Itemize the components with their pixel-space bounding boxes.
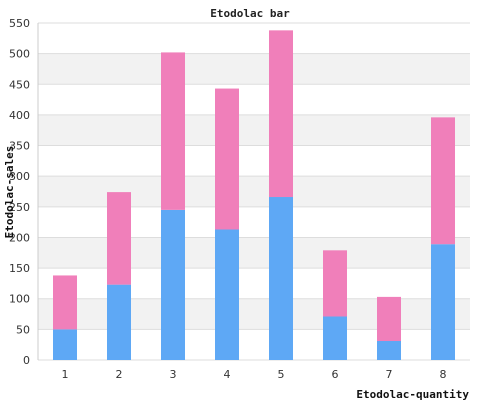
bar-segment [431, 244, 455, 360]
bar-segment [323, 316, 347, 360]
bar-segment [107, 192, 131, 285]
x-tick-label: 1 [62, 368, 69, 381]
bar-segment [161, 209, 185, 360]
y-tick-label: 550 [9, 17, 30, 30]
y-tick-label: 100 [9, 293, 30, 306]
bar-segment [377, 296, 401, 342]
bar-segment [269, 197, 293, 360]
grid-band [38, 176, 470, 207]
y-tick-label: 50 [16, 323, 30, 336]
grid-band [38, 145, 470, 177]
x-tick-label: 2 [116, 368, 123, 381]
x-tick-label: 3 [170, 368, 177, 381]
y-tick-label: 450 [9, 78, 30, 91]
grid-band [38, 84, 470, 115]
x-tick-label: 6 [332, 368, 339, 381]
bar-segment [215, 88, 239, 230]
bar-segment [161, 52, 185, 210]
bar-segment [377, 341, 401, 360]
x-tick-labels: 1 2 3 4 5 6 7 8 [62, 368, 447, 381]
y-tick-labels: 0 50 100 150 200 250 300 350 400 450 500 550 [9, 17, 30, 367]
y-tick-label: 350 [9, 140, 30, 153]
y-tick-label: 500 [9, 48, 30, 61]
bar-segment [323, 250, 347, 317]
y-tick-label: 250 [9, 201, 30, 214]
bars [53, 30, 455, 360]
grid-band [38, 114, 470, 146]
x-tick-label: 4 [224, 368, 231, 381]
x-tick-label: 8 [440, 368, 447, 381]
grid-band [38, 329, 470, 360]
y-tick-label: 0 [23, 354, 30, 367]
bar-segment [53, 275, 77, 330]
grid-bands [38, 23, 470, 360]
y-tick-label: 400 [9, 109, 30, 122]
x-tick-label: 5 [278, 368, 285, 381]
y-tick-label: 300 [9, 170, 30, 183]
y-axis-label: Etodolac-sales [3, 146, 16, 239]
grid-band [38, 53, 470, 85]
chart-title: Etodolac bar [210, 7, 290, 20]
grid-band [38, 268, 470, 299]
bar-segment [215, 229, 239, 360]
y-tick-label: 200 [9, 231, 30, 244]
x-axis-label: Etodolac-quantity [356, 388, 469, 400]
bar-segment [53, 329, 77, 360]
bar-segment [269, 30, 293, 198]
bar-segment [431, 117, 455, 245]
grid-band [38, 237, 470, 269]
grid-band [38, 206, 470, 238]
grid-band [38, 23, 470, 54]
bar-segment [107, 284, 131, 360]
y-tick-label: 150 [9, 262, 30, 275]
x-tick-label: 7 [386, 368, 393, 381]
grid-band [38, 298, 470, 330]
